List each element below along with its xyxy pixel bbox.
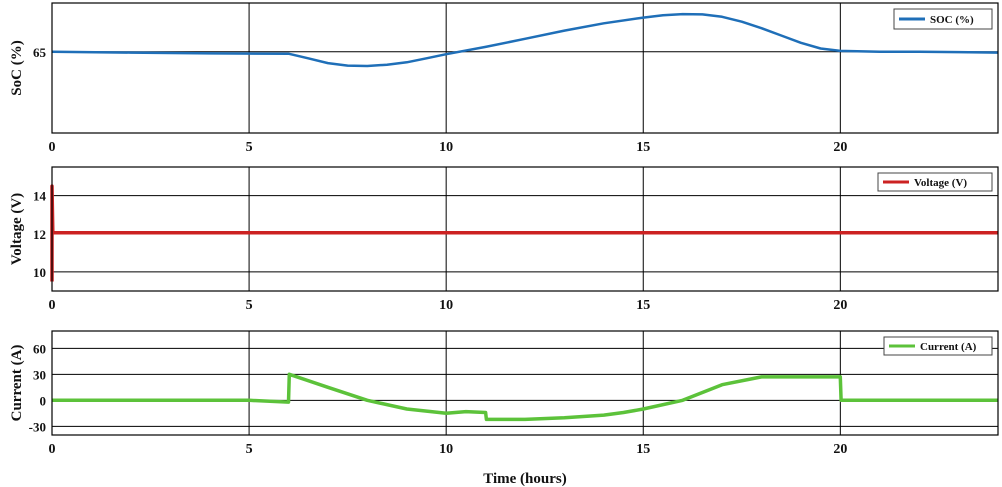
legend: Current (A) — [883, 336, 993, 356]
legend-box — [893, 8, 993, 30]
legend-label: Voltage (V) — [914, 177, 967, 189]
y-tick-label: 60 — [33, 341, 46, 356]
x-tick-label: 5 — [246, 442, 253, 457]
plot-frame — [51, 2, 999, 134]
legend-box — [877, 172, 993, 192]
voltage-ylabel: Voltage (V) — [9, 193, 25, 265]
y-tick-label: 10 — [33, 265, 46, 280]
x-tick-label: 0 — [49, 140, 56, 155]
x-tick-label: 15 — [636, 298, 650, 313]
soc-series-line — [51, 12, 999, 68]
voltage-series-line — [50, 184, 998, 282]
voltage-panel: 0 5 10 15 20 10 12 14 Voltage (V) Voltage (V) — [9, 166, 999, 313]
x-tick-label: 20 — [833, 140, 847, 155]
x-tick-label: 20 — [833, 442, 847, 457]
y-tick-label: -30 — [29, 419, 46, 434]
legend: SOC (%) — [893, 8, 993, 30]
soc-ylabel: SoC (%) — [9, 40, 25, 95]
y-tick-label: 0 — [40, 393, 47, 408]
legend: Voltage (V) — [877, 172, 993, 192]
y-tick-label: 12 — [33, 227, 46, 242]
soc-panel: 0 5 10 15 20 65 SoC (%) SOC (%) — [9, 2, 999, 155]
x-tick-label: 15 — [636, 442, 650, 457]
x-tick-label: 10 — [439, 298, 453, 313]
x-tick-label: 0 — [49, 442, 56, 457]
x-tick-label: 5 — [246, 298, 253, 313]
current-ylabel: Current (A) — [9, 345, 25, 422]
legend-label: Current (A) — [920, 341, 977, 353]
current-series-line — [52, 372, 998, 422]
x-tick-label: 20 — [833, 298, 847, 313]
x-tick-label: 10 — [439, 442, 453, 457]
y-tick-label: 65 — [33, 45, 47, 60]
legend-label: SOC (%) — [930, 14, 974, 26]
legend-box — [883, 336, 993, 356]
plot-frame — [51, 330, 999, 436]
y-tick-label: 30 — [33, 367, 46, 382]
y-tick-label: 14 — [33, 189, 47, 204]
x-tick-label: 15 — [636, 140, 650, 155]
x-tick-label: 0 — [49, 298, 56, 313]
x-tick-label: 10 — [439, 140, 453, 155]
x-axis-label: Time (hours) — [483, 471, 566, 487]
plot-frame — [51, 166, 999, 292]
x-tick-label: 5 — [246, 140, 253, 155]
